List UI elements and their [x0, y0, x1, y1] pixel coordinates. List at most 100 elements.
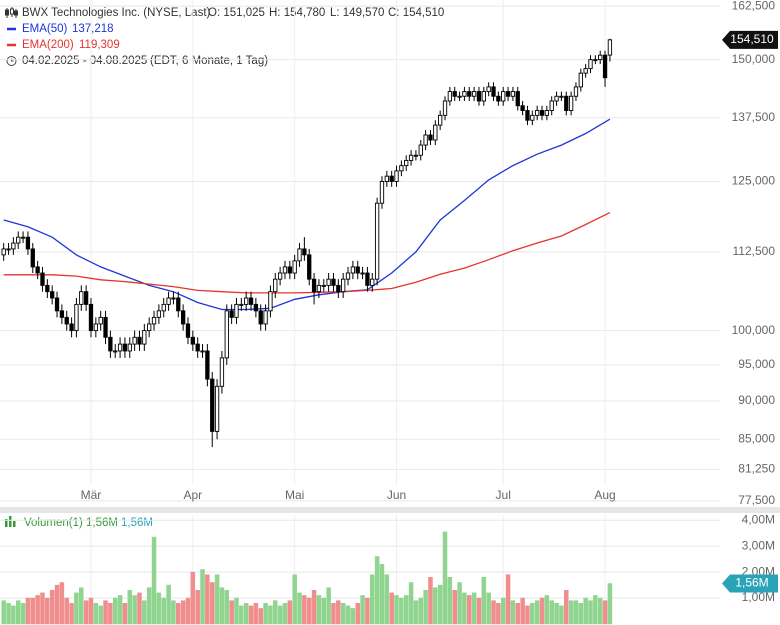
candle-body — [98, 316, 103, 325]
volume-bar — [336, 600, 341, 625]
candle-body — [471, 91, 477, 97]
volume-bar — [297, 592, 302, 625]
candle-body — [307, 254, 312, 280]
candle-body — [268, 291, 273, 312]
candle-body — [277, 272, 283, 280]
candle-body — [50, 291, 55, 299]
ema-lines — [3, 118, 611, 311]
title: BWX Technologies Inc. (NYSE, Last) — [22, 7, 211, 19]
candle-body — [59, 310, 65, 318]
candle-body — [505, 91, 511, 97]
x-tick-label: Apr — [183, 488, 202, 502]
volume-bar — [602, 600, 608, 625]
volume-bar — [108, 602, 113, 625]
candle-body — [515, 91, 520, 107]
candle-body — [384, 175, 389, 182]
volume-bar — [180, 600, 186, 625]
volume-bar — [534, 600, 540, 625]
candle-body — [180, 310, 186, 325]
volume-bar — [588, 600, 593, 625]
candle-body — [273, 278, 278, 293]
y-tick-label: 112,500 — [733, 244, 776, 258]
volume-bar — [1, 600, 6, 625]
candle-body — [263, 310, 268, 325]
candle-body — [326, 278, 331, 286]
candle-body — [588, 59, 593, 70]
volume-bar — [103, 600, 108, 625]
volume-bar — [156, 592, 162, 625]
volume-bar — [83, 600, 89, 625]
candle-body — [171, 297, 176, 300]
volume-bar — [510, 600, 516, 625]
volume-bar — [350, 608, 356, 625]
high-label: H: 154,780 — [269, 7, 325, 19]
candle-body — [302, 248, 307, 256]
candle-body — [476, 91, 482, 102]
candle-body — [253, 303, 259, 312]
close-label: C: 154,510 — [388, 7, 444, 19]
candle-body — [345, 272, 351, 280]
volume-bar — [195, 590, 200, 625]
candle-body — [564, 95, 569, 111]
last-value-badge — [722, 574, 778, 593]
candle-body — [137, 336, 142, 345]
candle-body — [467, 91, 472, 97]
volume-bar — [306, 597, 312, 625]
candle-body — [336, 284, 341, 293]
legend-value: 137,218 — [72, 23, 114, 35]
y-tick-label: 162,500 — [732, 0, 776, 12]
candle-body — [147, 323, 152, 332]
volume-bar — [370, 574, 375, 625]
volume-title: Volumen(1) — [24, 517, 83, 529]
volume-bar — [389, 592, 394, 625]
volume-bar — [302, 595, 307, 625]
panel-separator — [0, 507, 780, 513]
volume-bar — [607, 583, 613, 625]
volume-bar — [583, 597, 588, 625]
candle-body — [297, 248, 302, 262]
y-tick-label: 100,000 — [732, 323, 776, 337]
volume-bar — [263, 602, 268, 625]
volume-bar — [539, 597, 545, 625]
candle-body — [292, 260, 297, 274]
volume-bar — [74, 592, 79, 625]
grid — [0, 0, 720, 624]
candle-body — [360, 272, 365, 275]
volume-bar — [258, 608, 263, 625]
candle-body — [365, 272, 370, 286]
low-label: L: 149,570 — [330, 7, 384, 19]
y-tick-label: 95,000 — [738, 357, 775, 371]
volume-bar — [316, 595, 322, 625]
x-tick-label: Mär — [81, 488, 102, 502]
volume-bar — [481, 577, 487, 625]
volume-bar — [277, 605, 283, 625]
candle-body — [234, 303, 239, 318]
volume-bar — [117, 595, 123, 625]
candle-body — [539, 110, 545, 116]
candle-body — [103, 316, 108, 338]
candle-body — [200, 350, 205, 353]
volume-bar — [176, 602, 181, 625]
candle-body — [520, 105, 525, 111]
candle-body — [258, 310, 263, 325]
open-label: O: 151,025 — [208, 7, 265, 19]
volume-bar — [399, 597, 404, 625]
y-tick-label: 85,000 — [738, 431, 775, 445]
candle-body — [438, 114, 443, 126]
candle-body — [127, 343, 132, 352]
y-tick-label: 90,000 — [738, 393, 775, 407]
volume-bar — [15, 600, 21, 625]
candle-body — [598, 54, 603, 61]
y-tick-label: 1,00M — [742, 590, 775, 604]
volume-bar — [243, 602, 249, 625]
candle-body — [554, 95, 559, 102]
legend-name: EMA(50) — [22, 23, 68, 35]
volume-bar — [219, 587, 225, 625]
volume-bar — [437, 584, 443, 625]
volume-bar — [273, 600, 278, 625]
candle-body — [316, 284, 322, 293]
candles — [1, 38, 613, 448]
candle-body — [481, 91, 486, 102]
